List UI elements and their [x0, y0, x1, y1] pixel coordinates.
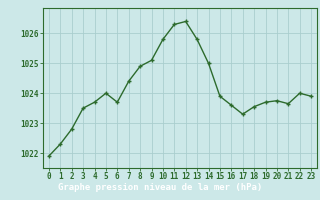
- Text: Graphe pression niveau de la mer (hPa): Graphe pression niveau de la mer (hPa): [58, 182, 262, 192]
